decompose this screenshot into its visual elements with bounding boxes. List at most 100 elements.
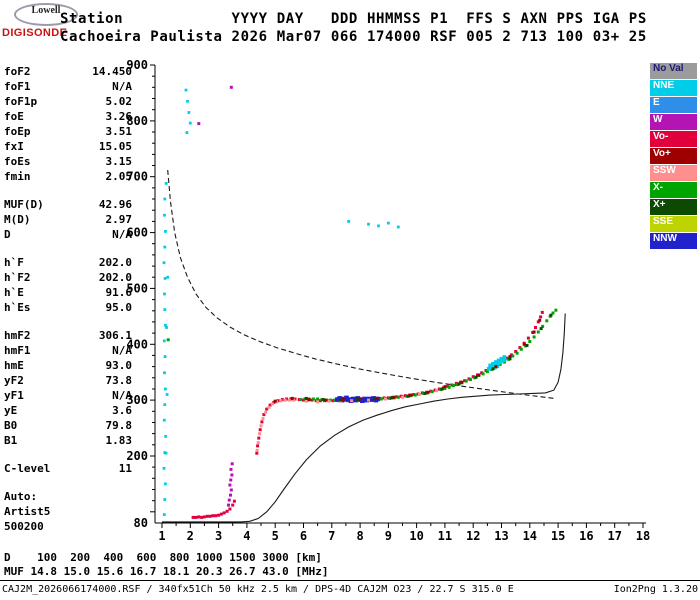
scattered-cyan-specks-point [184,88,188,92]
legend-item-x-: X+ [650,199,697,215]
e-region-trace-point [211,514,215,518]
parameter-value: 11 [118,462,132,475]
o-mode-f-trace-point [257,436,261,440]
parameter-value: 5.02 [105,95,133,108]
x-tick-label: 2 [187,529,194,543]
noise-column-point [163,308,167,311]
logo-text-digisonde: DIGISONDE [2,27,68,39]
scattered-magenta-specks-point [229,85,233,89]
nnw-doppler-patch-point [364,397,370,403]
x-plus-trace-points-point [423,391,427,395]
parameter-row: h`F 202.0 [4,255,132,270]
x-plus-trace-points-point [304,396,308,400]
parameter-value: 2.97 [105,213,133,226]
x-mode-f-trace-point [536,330,540,334]
x-plus-trace-points-point [491,367,495,371]
o-mode-f-trace-point [255,451,259,455]
vo-plus-trace-points-point [358,397,362,401]
nnw-doppler-patch-point [360,398,365,403]
ssw-trace-points-point [258,432,262,436]
o-mode-f-trace-point [540,310,544,314]
legend-item-nnw: NNW [650,233,697,249]
o-mode-f-trace-point [534,326,537,329]
noise-column-point [163,292,166,296]
footer-divider [0,580,700,581]
doppler-legend: No Val NNE E W Vo- Vo+ SSW X- X+ SSE NNW [650,63,697,250]
x-plus-trace-points-point [549,313,553,317]
e-region-trace-point [202,515,206,519]
x-plus-trace-points-point [338,398,342,402]
parameter-value: N/A [112,228,132,241]
x-tick-label: 7 [328,529,335,543]
parameter-group: C-level 11 [4,461,132,476]
x-plus-trace-points-point [508,357,512,361]
w-cusp-points-point [230,473,234,477]
file-info-line: CAJ2M_2026066174000.RSF / 340fx51Ch 50 k… [2,584,698,595]
parameter-row: foEs 3.15 [4,154,132,169]
noise-column-point [163,355,167,358]
o-mode-f-trace-point [262,413,266,417]
x-plus-trace-points-point [474,375,478,379]
w-cusp-points-point [228,483,232,487]
e-region-trace-point [191,515,195,519]
parameter-row: hmF1 N/A [4,343,132,358]
vo-plus-trace-points-point [508,355,512,359]
x-mode-f-trace-point [545,319,549,323]
o-mode-f-trace-point [260,420,264,424]
parameter-value: 3.6 [112,404,132,417]
x-mode-f-trace-point [515,351,519,355]
noise-column-point [164,323,167,327]
vo-plus-trace-points-point [273,399,277,403]
x-tick-label: 3 [215,529,222,543]
logo-ellipse: Lowell [14,3,78,26]
x-mode-f-trace-point [311,397,315,401]
parameter-row: B0 79.8 [4,418,132,433]
noise-column-point [164,182,168,185]
x-tick-label: 10 [409,529,423,543]
parameter-label: foF1p [4,95,38,108]
ssw-trace-points-point [287,398,291,402]
logo-text-lowell: Lowell [31,5,61,16]
o-mode-f-trace-point [268,403,272,407]
e-region-trace-point [228,507,232,511]
ssw-trace-points-point [384,397,387,401]
o-mode-f-trace-point [536,320,540,324]
ssw-trace-points-point [350,399,354,403]
vo-plus-trace-points-point [392,395,396,399]
x-plus-trace-points-point [539,327,543,331]
nne-doppler-patch-point [502,355,507,359]
x-mode-f-trace-point [498,362,502,366]
parameter-row: 500200 [4,519,132,534]
y-tick-label: 800 [126,114,148,128]
parameter-label: hmE [4,359,24,372]
parameter-label: 500200 [4,520,44,533]
parameter-label: M(D) [4,213,31,226]
parameter-label: h`F2 [4,271,31,284]
ssw-trace-points-point [283,398,287,402]
nne-doppler-patch-point [496,358,501,363]
parameter-value: N/A [112,80,132,93]
noise-column-point [164,435,168,438]
parameter-row: foF1p 5.02 [4,94,132,109]
w-cusp-points-point [229,488,233,492]
scattered-magenta-specks-point [197,122,201,126]
x-plus-trace-points-point [389,396,393,400]
parameter-label: foF2 [4,65,31,78]
o-mode-f-trace-point [514,350,518,353]
parameter-label: yF1 [4,389,24,402]
legend-item-e: E [650,97,697,113]
parameter-label: h`F [4,256,24,269]
header-station-values: Cachoeira Paulista 2026 Mar07 066 174000… [60,29,647,45]
ssw-trace-points-point [367,398,370,402]
w-cusp-points-point [227,498,231,502]
nne-doppler-patch-point [486,366,491,371]
w-cusp-points-point [229,478,233,482]
x-mode-f-trace-point [396,395,400,399]
scattered-green-speck-point [166,338,170,342]
parameter-label: yF2 [4,374,24,387]
noise-column-point [163,245,167,249]
file-name-text: CAJ2M_2026066174000.RSF / 340fx51Ch 50 k… [2,584,514,595]
x-mode-f-trace-point [379,397,383,401]
noise-column-point [163,213,166,217]
noise-column-point [164,482,167,486]
